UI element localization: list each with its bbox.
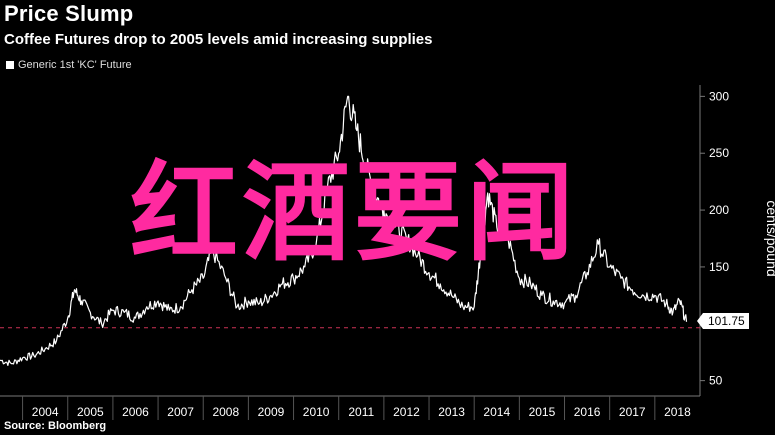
y-tick-label: 50 [709,374,723,388]
x-tick-label: 2012 [393,405,420,419]
y-tick-label: 300 [709,89,729,103]
watermark-text: 红酒要闻 [130,151,579,276]
x-tick-label: 2010 [303,405,330,419]
x-tick-label: 2005 [77,405,104,419]
chart-subtitle: Coffee Futures drop to 2005 levels amid … [4,31,433,48]
series-line [0,95,688,366]
y-axis-label: cents/pound [764,200,775,276]
y-tick-label: 200 [709,203,729,217]
x-tick-label: 2006 [122,405,149,419]
y-tick-label: 250 [709,146,729,160]
x-tick-label: 2009 [258,405,285,419]
legend-swatch [6,61,14,69]
x-tick-label: 2017 [619,405,646,419]
x-tick-label: 2018 [664,405,691,419]
x-tick-label: 2013 [438,405,465,419]
x-tick-label: 2008 [212,405,239,419]
x-tick-label: 2016 [574,405,601,419]
last-value-tag: 101.75 [697,313,749,329]
x-tick-label: 2004 [32,405,59,419]
x-tick-label: 2015 [529,405,556,419]
legend: Generic 1st 'KC' Future [6,59,132,71]
source-label: Source: Bloomberg [4,420,107,432]
chart-title: Price Slump [4,1,134,26]
legend-label: Generic 1st 'KC' Future [18,59,132,71]
y-tick-label: 150 [709,260,729,274]
x-tick-label: 2014 [483,405,510,419]
x-tick-label: 2007 [167,405,194,419]
x-tick-label: 2011 [348,405,374,419]
